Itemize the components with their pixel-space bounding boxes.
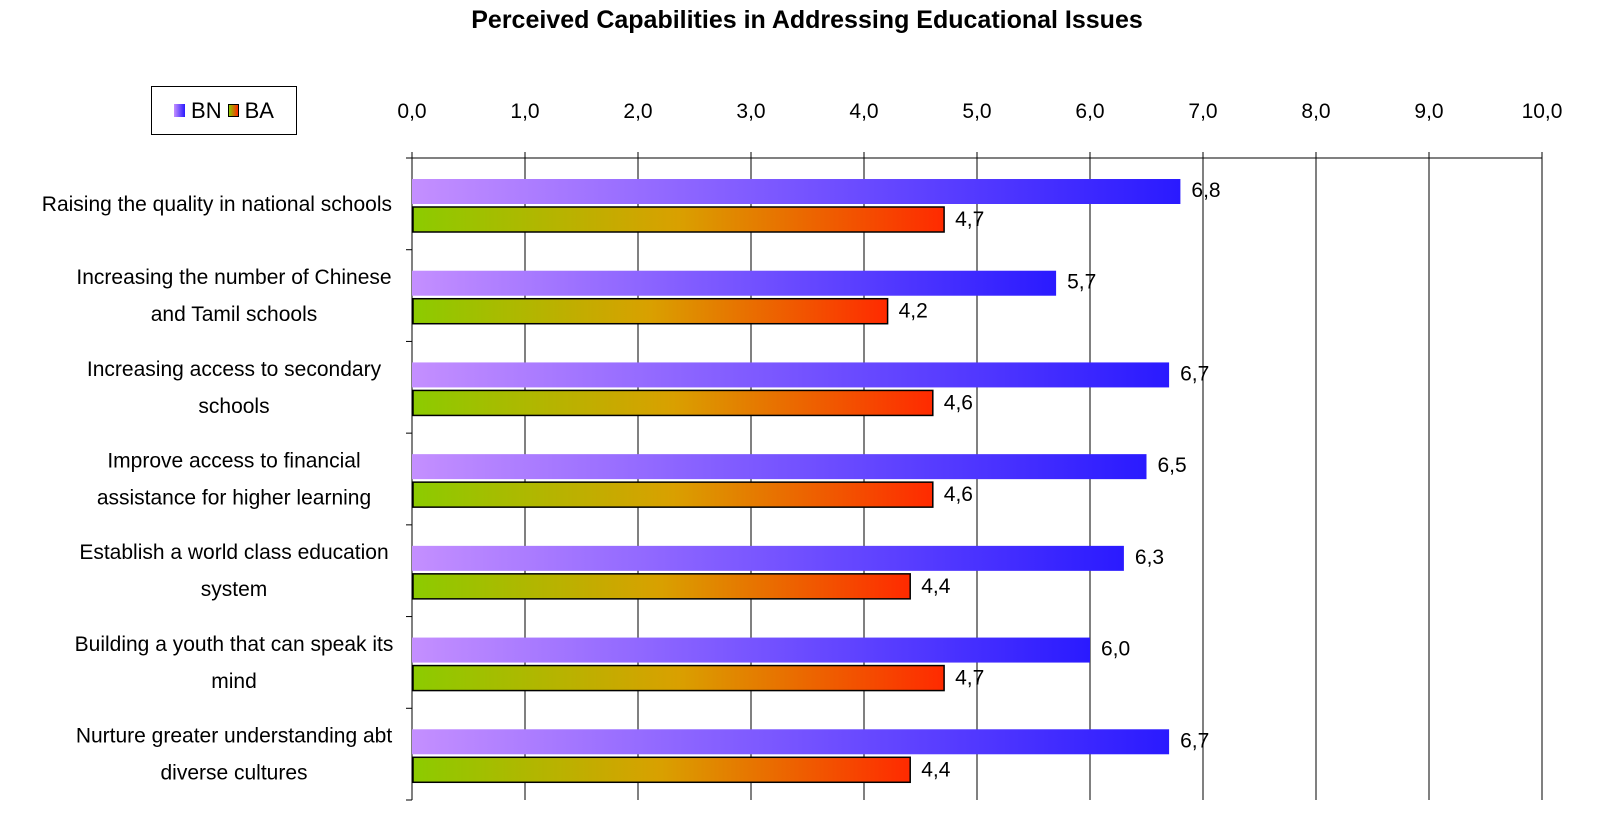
value-label-bn: 6,0 [1101,638,1130,661]
category-label: mind [211,670,257,693]
legend-item-bn: BN [174,98,222,124]
value-label-ba: 4,7 [955,667,984,690]
category-label: and Tamil schools [151,303,318,326]
legend-label-bn: BN [191,97,222,123]
x-tick-label: 9,0 [1414,100,1443,123]
bar-ba [412,481,934,508]
x-tick-label: 0,0 [397,100,426,123]
bar-bn [412,362,1170,388]
value-label-bn: 6,8 [1191,179,1220,202]
category-label: schools [198,395,269,418]
bar-ba [412,573,911,600]
bar-ba [412,664,945,692]
x-tick-label: 10,0 [1522,100,1563,123]
category-label: assistance for higher learning [97,487,371,510]
x-tick-label: 4,0 [849,100,878,123]
bar-ba [412,756,911,784]
bar-ba [412,297,889,325]
labels-layer: 0,0 1,0 2,0 3,0 4,0 5,0 6,0 7,0 8,0 9,0 10,0 6,8 4,7… [42,100,1563,785]
x-tick-label: 7,0 [1188,100,1217,123]
category-label: Increasing access to secondary [87,358,382,381]
bars-layer [412,179,1181,784]
bar-ba [412,389,934,417]
x-tick-label: 5,0 [962,100,991,123]
x-tick-label: 2,0 [623,100,652,123]
x-tick-label: 8,0 [1301,100,1330,123]
value-label-bn: 6,3 [1135,546,1164,569]
x-tick-label: 1,0 [510,100,539,123]
category-label: Building a youth that can speak its [75,633,394,656]
chart-title: Perceived Capabilities in Addressing Edu… [471,6,1143,34]
value-label-ba: 4,4 [921,575,951,598]
category-label: Increasing the number of Chinese [76,266,391,289]
chart-legend: BN BA [151,86,297,135]
category-label: Establish a world class education [79,541,388,564]
bar-bn [412,545,1124,571]
value-label-ba: 4,2 [899,300,928,323]
bar-bn [412,454,1147,480]
value-label-bn: 6,7 [1180,362,1209,385]
bar-bn [412,270,1057,296]
value-label-ba: 4,6 [944,391,973,414]
x-tick-label: 3,0 [736,100,765,123]
value-label-ba: 4,7 [955,208,984,231]
value-label-bn: 6,7 [1180,729,1209,752]
legend-swatch-bn [174,104,186,117]
legend-item-ba: BA [227,97,274,124]
category-label: Improve access to financial [107,450,360,473]
bar-ba [412,206,945,233]
x-tick-label: 6,0 [1075,100,1104,123]
value-label-ba: 4,6 [944,483,973,506]
value-label-ba: 4,4 [921,758,951,781]
category-label: diverse cultures [160,762,307,785]
bar-bn [412,637,1090,663]
value-label-bn: 6,5 [1158,454,1187,477]
value-label-bn: 5,7 [1067,271,1096,294]
bar-bn [412,179,1181,204]
bar-bn [412,729,1170,755]
category-label: Raising the quality in national schools [42,193,392,216]
category-label: system [201,578,268,601]
legend-swatch-ba [227,104,239,117]
legend-label-ba: BA [244,97,274,123]
category-label: Nurture greater understanding abt [76,725,393,748]
